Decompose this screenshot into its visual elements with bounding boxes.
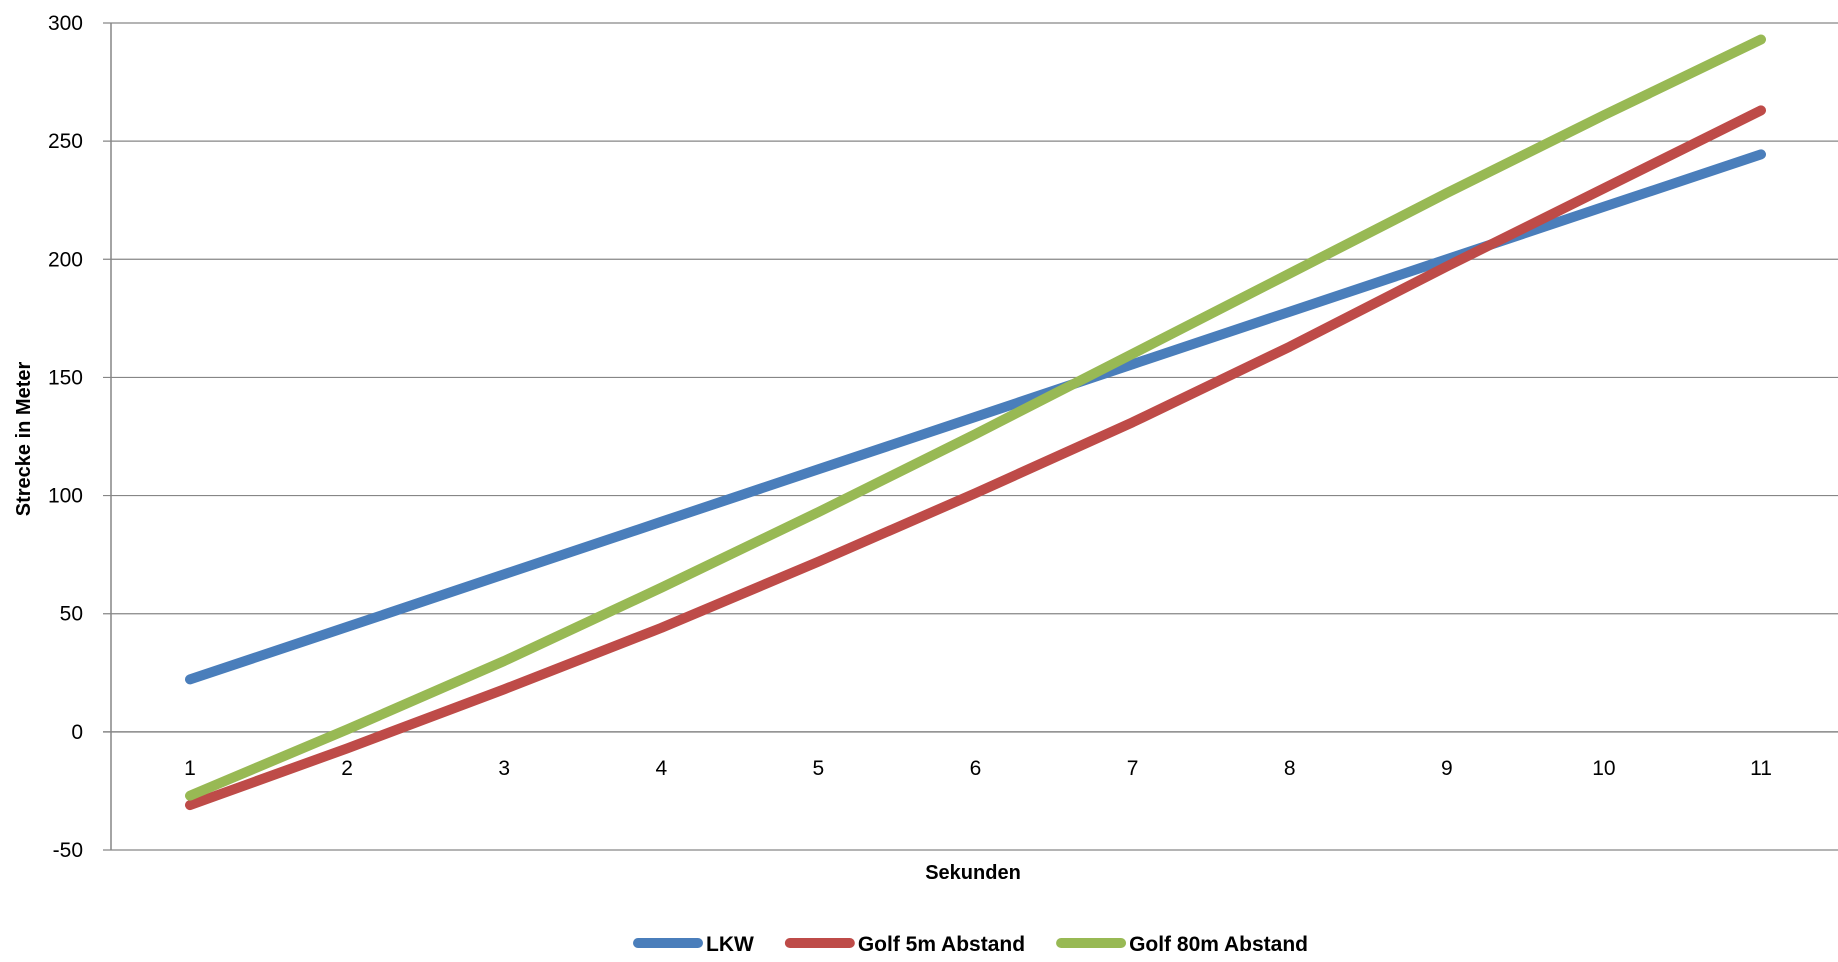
x-tick-label: 9 <box>1441 757 1453 780</box>
x-tick-label: 7 <box>1127 757 1139 780</box>
series-line-2 <box>185 105 1766 811</box>
series-line-1 <box>185 149 1766 685</box>
y-tick-label: 150 <box>48 366 83 389</box>
legend-item: LKW <box>633 933 754 956</box>
legend-label: LKW <box>706 933 754 956</box>
x-tick-label: 8 <box>1284 757 1296 780</box>
y-tick-label: 300 <box>48 12 83 35</box>
y-tick-label: 250 <box>48 130 83 153</box>
x-tick-label: 10 <box>1592 757 1615 780</box>
legend-item: Golf 80m Abstand <box>1056 933 1308 956</box>
x-tick-label: 4 <box>655 757 667 780</box>
y-tick-label: 50 <box>60 603 83 626</box>
series-line-3 <box>185 34 1766 801</box>
x-tick-label: 3 <box>498 757 510 780</box>
x-tick-labels: 1 2 3 4 5 6 7 8 9 10 11 <box>184 757 1772 780</box>
x-tick-label: 5 <box>813 757 825 780</box>
x-tick-label: 1 <box>184 757 196 780</box>
x-tick-label: 6 <box>970 757 982 780</box>
x-axis-title: Sekunden <box>925 862 1021 884</box>
y-tick-label: -50 <box>53 839 83 862</box>
legend: LKW Golf 5m Abstand Golf 80m Abstand <box>633 933 1308 956</box>
y-tick-label: 0 <box>71 721 83 744</box>
legend-label: Golf 80m Abstand <box>1129 933 1308 956</box>
y-tick-labels: -50 0 50 100 150 200 250 300 <box>48 12 83 862</box>
legend-item: Golf 5m Abstand <box>784 933 1025 956</box>
x-tick-label: 11 <box>1750 757 1772 780</box>
y-axis-title: Strecke in Meter <box>13 362 35 517</box>
series-lines <box>185 34 1766 811</box>
x-tick-label: 2 <box>341 757 353 780</box>
y-tick-label: 200 <box>48 248 83 271</box>
legend-label: Golf 5m Abstand <box>858 933 1025 956</box>
y-tick-label: 100 <box>48 485 83 508</box>
